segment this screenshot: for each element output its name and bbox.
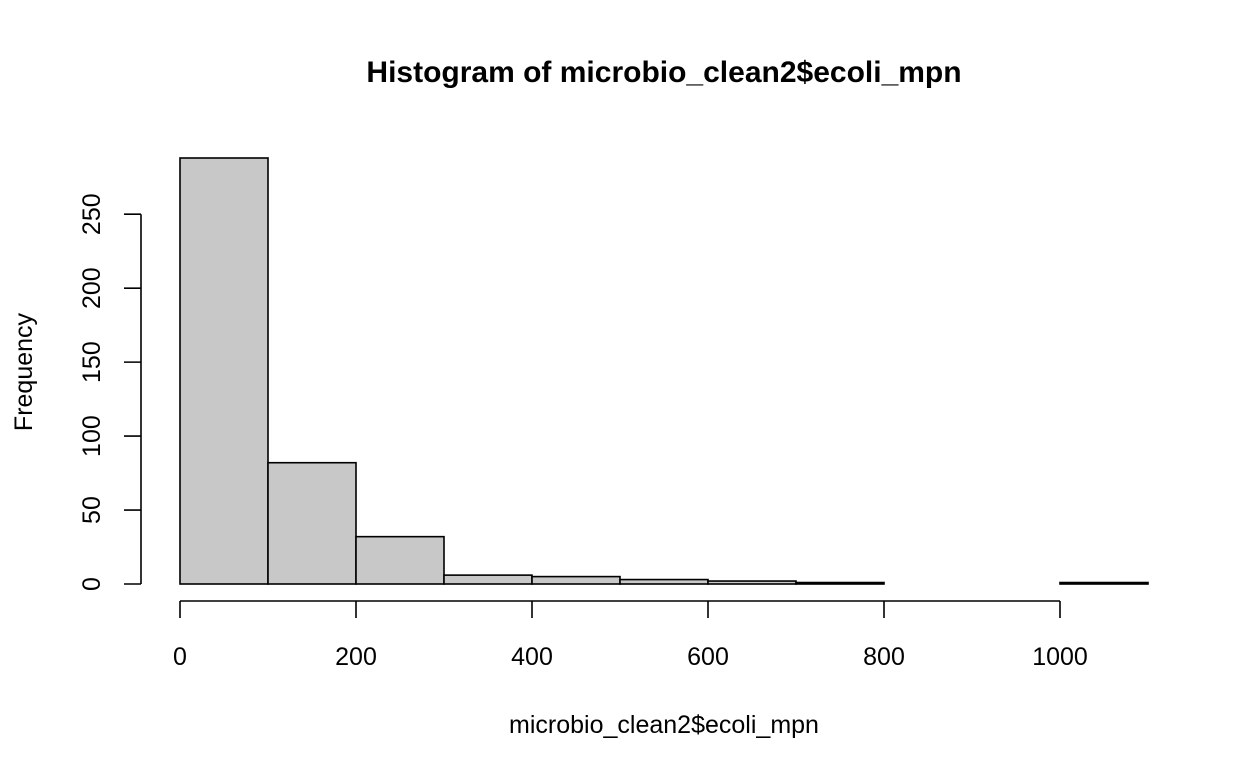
x-tick-label: 400 [511,643,553,671]
y-tick-label: 0 [78,577,106,591]
histogram-bar [267,461,357,585]
x-axis: 0 200 400 600 800 1000 [173,600,1088,671]
histogram-bar [355,535,445,585]
histogram-bar [179,157,269,585]
x-tick-label: 600 [687,643,729,671]
histogram-bar [1059,581,1149,585]
x-tick-label: 1000 [1032,643,1088,671]
x-tick-label: 800 [863,643,905,671]
y-tick-label: 150 [78,341,106,383]
histogram-bar [707,580,797,585]
histogram-bar [531,575,621,585]
histogram-bar [619,578,709,585]
y-axis-label: Frequency [10,312,38,431]
y-axis: 0 50 100 150 200 250 [78,193,142,591]
histogram-bar [795,581,885,585]
bars-group [179,157,1149,585]
y-tick-label: 100 [78,415,106,457]
x-tick-label: 200 [335,643,377,671]
x-tick-label: 0 [173,643,187,671]
y-tick-label: 50 [78,496,106,524]
chart-title: Histogram of microbio_clean2$ecoli_mpn [366,56,961,89]
histogram-bar [443,574,533,585]
x-axis-label: microbio_clean2$ecoli_mpn [509,711,819,739]
y-tick-label: 200 [78,267,106,309]
y-tick-label: 250 [78,193,106,235]
